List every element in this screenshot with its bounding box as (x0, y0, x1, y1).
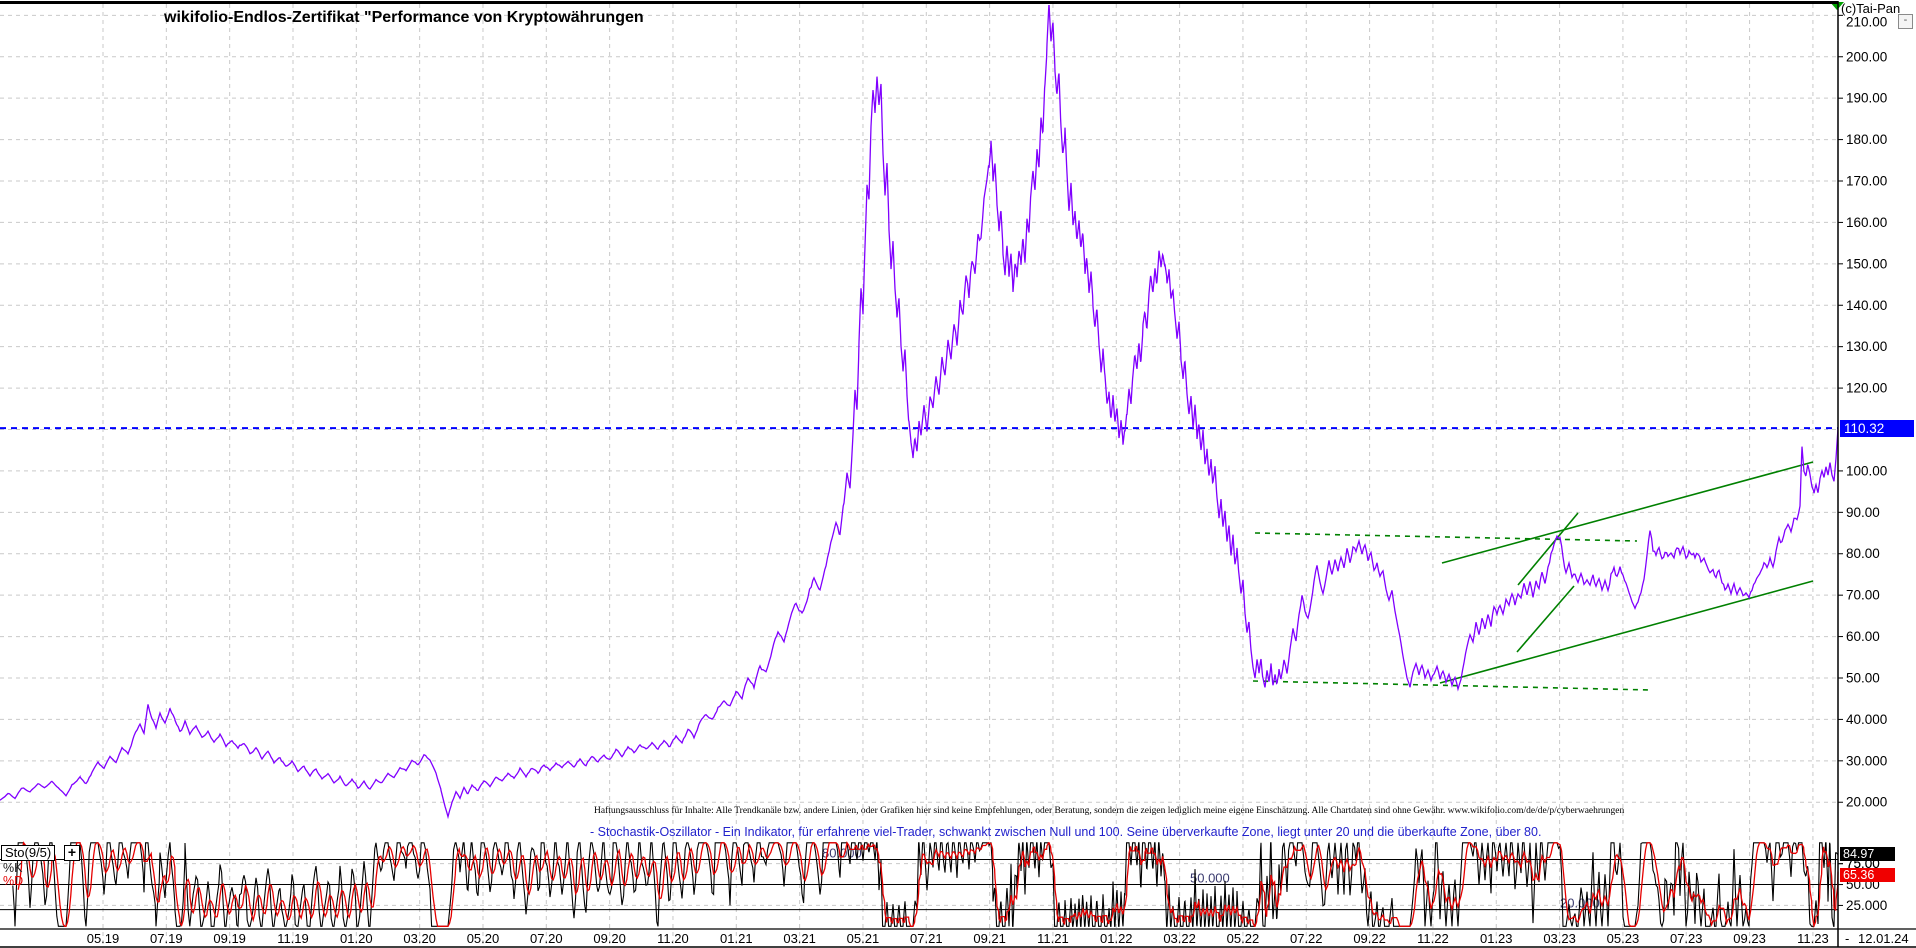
x-axis-label: 07.22 (1290, 931, 1323, 946)
x-axis-label: 05.19 (87, 931, 120, 946)
x-axis-label: 01.20 (340, 931, 373, 946)
trend-channel-line (1441, 461, 1814, 564)
x-axis-label: 03.21 (783, 931, 816, 946)
x-axis-label: 03.22 (1163, 931, 1196, 946)
add-indicator-button[interactable]: + (64, 845, 80, 861)
x-axis-label: 03.20 (403, 931, 436, 946)
stoch-level-inline-label: 50.000 (1190, 871, 1230, 886)
y-axis-label: 40.000 (1846, 712, 1887, 727)
chart-title: wikifolio-Endlos-Zertifikat "Performance… (164, 9, 644, 26)
y-axis-label: 130.00 (1846, 339, 1887, 354)
y-axis-label: 150.00 (1846, 256, 1887, 271)
indicator-label-box[interactable]: Sto(9/5) (1, 845, 56, 861)
x-axis-label: 11.23 (1797, 931, 1829, 946)
x-axis-label: 05.23 (1607, 931, 1640, 946)
stoch-d-line (17, 841, 1839, 929)
y-axis-label: 180.00 (1846, 132, 1887, 147)
disclaimer-line-2: - Stochastik-Oszillator - Ein Indikator,… (590, 825, 1542, 839)
y-axis-label: 160.00 (1846, 215, 1887, 230)
x-axis-label: 09.22 (1353, 931, 1386, 946)
x-axis-label: 01.22 (1100, 931, 1133, 946)
x-axis-label: 09.21 (973, 931, 1006, 946)
y-axis-label: 100.00 (1846, 463, 1887, 478)
stoch-axis-label: 25.000 (1846, 898, 1887, 913)
trend-channel-line (1252, 680, 1651, 691)
x-axis-label: 11.19 (277, 931, 309, 946)
trend-channel-line (1517, 512, 1579, 586)
last-price-badge: 110.32 (1840, 420, 1914, 437)
x-axis-label: 09.19 (213, 931, 246, 946)
x-axis-label: 09.20 (593, 931, 626, 946)
stoch-k-value-badge: 84.97 (1840, 847, 1895, 861)
time-axis-end-date: 12.01.24 (1858, 931, 1909, 946)
x-axis-label: 03.23 (1543, 931, 1576, 946)
y-axis-label: 90.00 (1846, 505, 1880, 520)
x-axis-label: 11.20 (657, 931, 689, 946)
y-axis-label: 200.00 (1846, 49, 1887, 64)
y-axis-label: 190.00 (1846, 91, 1887, 106)
stoch-k-legend-label: %K (3, 861, 23, 875)
x-axis-label: 11.22 (1417, 931, 1449, 946)
y-axis-label: 120.00 (1846, 381, 1887, 396)
x-axis-label: 07.23 (1670, 931, 1703, 946)
trend-channel-line (1254, 532, 1638, 542)
y-axis-label: 80.00 (1846, 546, 1880, 561)
x-axis-label: 05.22 (1227, 931, 1260, 946)
x-axis-label: 07.20 (530, 931, 563, 946)
trend-channel-line (1516, 585, 1575, 653)
x-axis-label: 01.21 (720, 931, 753, 946)
x-axis-label: 09.23 (1733, 931, 1766, 946)
y-axis-label: 140.00 (1846, 298, 1887, 313)
y-axis-label: 170.00 (1846, 174, 1887, 189)
x-axis-label: 07.21 (910, 931, 943, 946)
y-axis-label: 70.00 (1846, 588, 1880, 603)
stoch-d-legend-label: %D (3, 874, 24, 888)
x-axis-label: 05.21 (847, 931, 880, 946)
x-axis-label: 07.19 (150, 931, 183, 946)
collapse-button[interactable]: - (1898, 14, 1913, 29)
y-axis-label: 60.00 (1846, 629, 1880, 644)
y-axis-label: 20.000 (1846, 795, 1887, 810)
copyright-label: (c)Tai-Pan (1841, 1, 1901, 16)
y-axis-label: 50.00 (1846, 670, 1880, 685)
y-axis-label: 210.00 (1846, 15, 1887, 30)
price-line (0, 5, 1838, 820)
stoch-k-line (12, 841, 1839, 928)
x-axis-label: 11.21 (1037, 931, 1069, 946)
time-axis-end-dash: - (1845, 931, 1850, 946)
x-axis-label: 05.20 (467, 931, 500, 946)
trend-channel-line (1439, 580, 1814, 684)
stoch-d-value-badge: 65.36 (1840, 868, 1895, 882)
y-axis-label: 30.000 (1846, 753, 1887, 768)
x-axis-label: 01.23 (1480, 931, 1513, 946)
disclaimer-line-1: Haftungsausschluss für Inhalte: Alle Tre… (594, 806, 1625, 816)
